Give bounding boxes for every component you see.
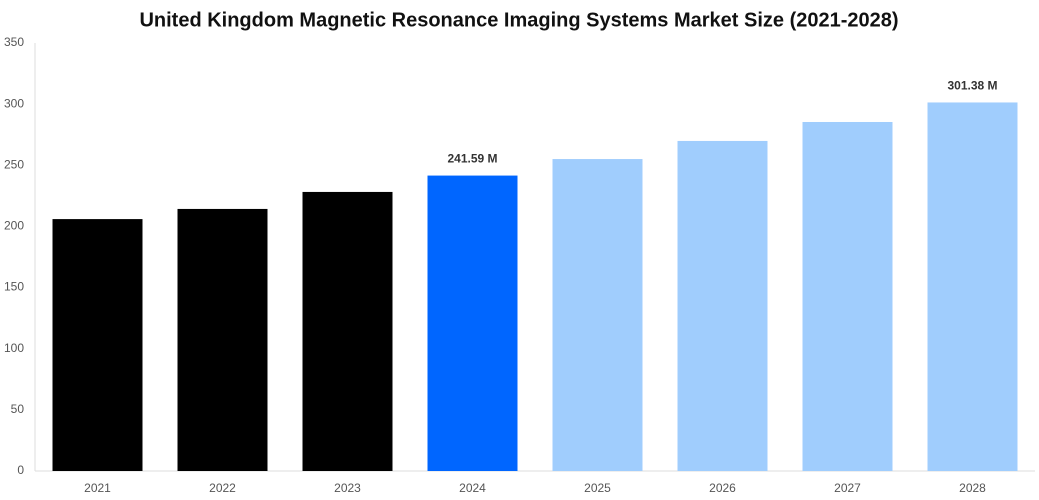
bar — [177, 208, 268, 471]
bar — [427, 175, 518, 471]
y-tick-label: 300 — [4, 96, 24, 110]
y-tick-label: 150 — [4, 280, 24, 294]
x-tick-label: 2025 — [584, 481, 611, 495]
x-tick-label: 2028 — [959, 481, 986, 495]
value-label: 301.38 M — [947, 79, 997, 93]
y-tick-label: 250 — [4, 157, 24, 171]
y-tick-label: 200 — [4, 219, 24, 233]
y-tick-label: 100 — [4, 341, 24, 355]
bar — [802, 121, 893, 471]
bar — [552, 159, 643, 472]
y-tick-label: 350 — [4, 35, 24, 49]
bar — [677, 140, 768, 471]
y-tick-label: 0 — [17, 463, 24, 477]
bar — [302, 191, 393, 471]
x-tick-label: 2022 — [209, 481, 236, 495]
x-tick-label: 2024 — [459, 481, 486, 495]
bar — [927, 102, 1018, 471]
x-tick-label: 2023 — [334, 481, 361, 495]
x-tick-label: 2026 — [709, 481, 736, 495]
chart-title: United Kingdom Magnetic Resonance Imagin… — [139, 9, 898, 31]
x-tick-label: 2021 — [84, 481, 111, 495]
y-tick-label: 50 — [11, 402, 25, 416]
bar — [52, 219, 143, 471]
x-tick-label: 2027 — [834, 481, 861, 495]
value-label: 241.59 M — [447, 152, 497, 166]
